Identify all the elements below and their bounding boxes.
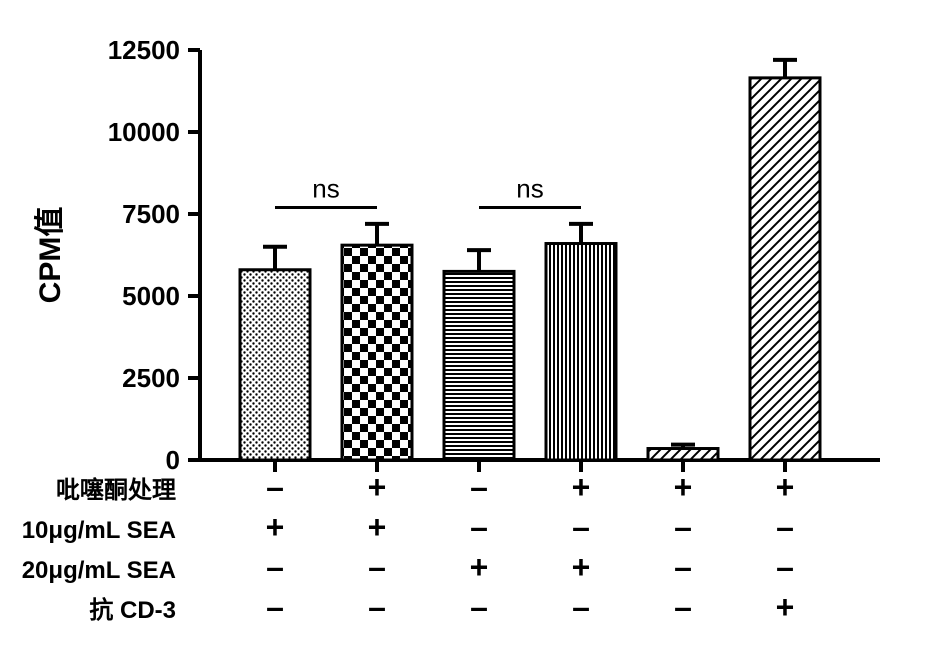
condition-value: – [572,589,590,625]
condition-value: – [368,549,386,585]
condition-row-label: 10μg/mL SEA [22,517,176,544]
y-tick-label: 12500 [108,35,180,65]
condition-value: – [470,589,488,625]
bar [444,271,514,460]
condition-row-label: 抗 CD-3 [89,596,176,624]
y-tick-label: 2500 [122,363,180,393]
chart-svg: 0 2500 5000 7500 10000 12500 CPM值 ns ns 吡噻酮处理 – + – +… [0,0,934,647]
y-axis-label: CPM值 [34,207,67,304]
condition-value: – [674,549,692,585]
bar [240,270,310,460]
condition-value: + [266,509,285,545]
y-tick-label: 10000 [108,117,180,147]
condition-value: – [674,509,692,545]
condition-value: – [572,509,590,545]
condition-row-label: 20μg/mL SEA [22,557,176,584]
condition-value: – [674,589,692,625]
condition-value: – [368,589,386,625]
condition-value: – [266,549,284,585]
y-tick-label: 7500 [122,199,180,229]
y-tick-label: 5000 [122,281,180,311]
condition-value: + [776,469,795,505]
condition-value: – [776,549,794,585]
condition-value: – [266,469,284,505]
condition-value: + [368,509,387,545]
condition-row-label: 吡噻酮处理 [56,476,176,504]
annotation-text: ns [312,173,339,203]
condition-value: + [368,469,387,505]
condition-value: – [470,469,488,505]
chart-container: 0 2500 5000 7500 10000 12500 CPM值 ns ns 吡噻酮处理 – + – +… [0,0,934,647]
condition-value: – [776,509,794,545]
y-tick-label: 0 [166,445,180,475]
condition-value: + [470,549,489,585]
condition-value: + [776,589,795,625]
bar [342,245,412,460]
condition-value: + [572,549,591,585]
bar [546,244,616,460]
condition-value: + [674,469,693,505]
bar [750,78,820,460]
condition-value: + [572,469,591,505]
annotation-text: ns [516,173,543,203]
bar [648,449,718,460]
condition-value: – [470,509,488,545]
condition-value: – [266,589,284,625]
